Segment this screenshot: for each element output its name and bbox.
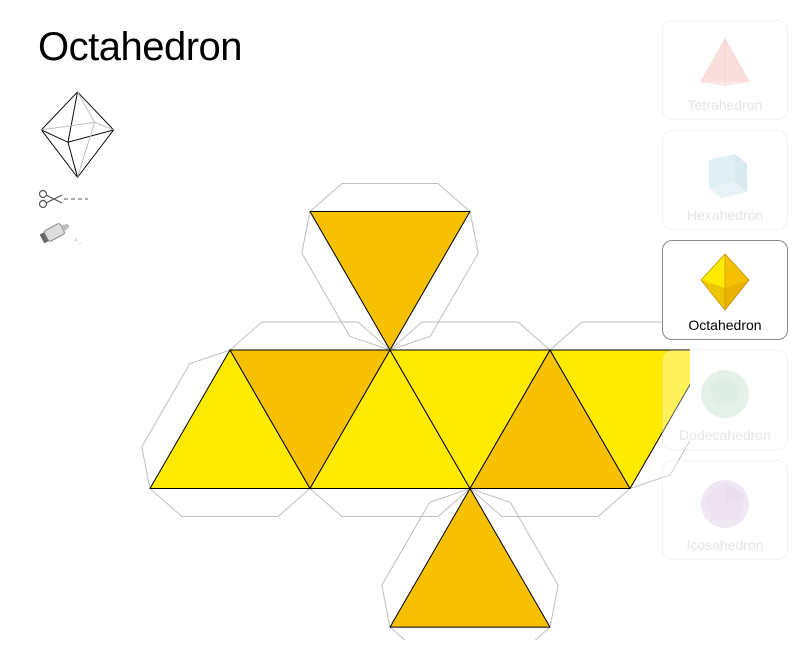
sidebar-item-hexahedron[interactable]: Hexahedron: [662, 130, 788, 230]
hexahedron-icon: [669, 139, 781, 205]
sidebar-item-label: Octahedron: [669, 317, 781, 333]
sidebar-item-dodecahedron[interactable]: Dodecahedron: [662, 350, 788, 450]
tetrahedron-icon: [669, 29, 781, 95]
sidebar-item-octahedron[interactable]: Octahedron: [662, 240, 788, 340]
sidebar-item-label: Tetrahedron: [669, 97, 781, 113]
sidebar-item-tetrahedron[interactable]: Tetrahedron: [662, 20, 788, 120]
sidebar-item-label: Icosahedron: [669, 537, 781, 553]
sidebar-item-label: Dodecahedron: [669, 427, 781, 443]
icosahedron-icon: [669, 469, 781, 535]
sidebar-item-label: Hexahedron: [669, 207, 781, 223]
sidebar: Tetrahedron Hexahedron Octahedron: [662, 20, 788, 560]
octahedron-net: [70, 50, 690, 640]
octahedron-icon: [669, 249, 781, 315]
dodecahedron-icon: [669, 359, 781, 425]
sidebar-item-icosahedron[interactable]: Icosahedron: [662, 460, 788, 560]
